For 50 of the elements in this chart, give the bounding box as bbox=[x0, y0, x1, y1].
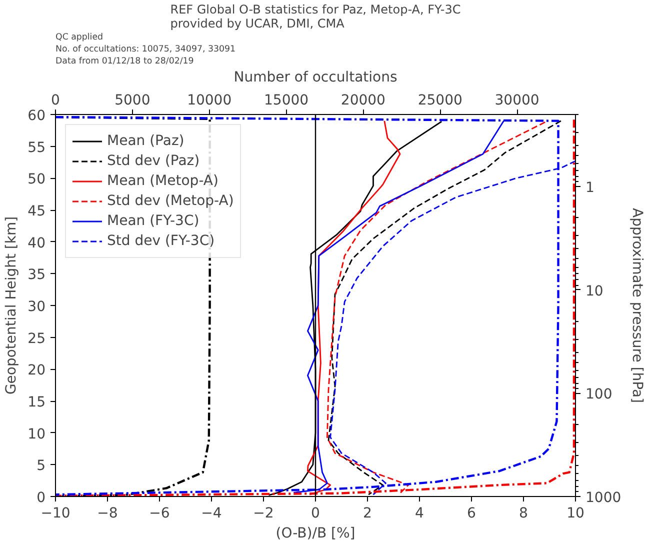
y-axis-title: Geopotential Height [km] bbox=[4, 216, 20, 395]
line-series bbox=[292, 120, 504, 494]
x2-tick-label: 0 bbox=[51, 92, 60, 108]
y-tick-label: 15 bbox=[28, 394, 46, 410]
x-tick-label: 10 bbox=[566, 506, 584, 522]
text: Data from 01/12/18 to 28/02/19 bbox=[56, 56, 194, 66]
y-tick-label: 60 bbox=[28, 108, 46, 124]
x-tick-label: 2 bbox=[363, 506, 372, 522]
y-tick-label: 35 bbox=[28, 267, 46, 284]
x-tick-label: −8 bbox=[97, 506, 118, 522]
legend-label: Mean (FY-3C) bbox=[107, 213, 200, 229]
y-tick-label: 40 bbox=[28, 235, 46, 252]
x2-tick-label: 10000 bbox=[187, 92, 232, 108]
x-tick-label: −10 bbox=[40, 506, 70, 522]
x2-tick-label: 20000 bbox=[340, 92, 386, 108]
chart-title: REF Global O-B statistics for Paz, Metop-A, FY-3C provided by UCAR, DMI, CMA bbox=[170, 2, 461, 30]
x-tick-label: 4 bbox=[415, 506, 424, 522]
x2-axis-title: Number of occultations bbox=[234, 70, 398, 86]
legend-label: Std dev (FY-3C) bbox=[107, 233, 215, 249]
y-tick-label: 20 bbox=[28, 362, 46, 379]
legend-label: Mean (Metop-A) bbox=[107, 173, 218, 189]
legend-label: Std dev (Metop-A) bbox=[107, 193, 234, 209]
x2-tick-label: 5000 bbox=[114, 92, 150, 108]
legend-label: Std dev (Paz) bbox=[107, 153, 200, 169]
y-tick-label: 55 bbox=[28, 140, 46, 156]
y2-tick-label: 10 bbox=[586, 283, 604, 300]
y-tick-label: 30 bbox=[28, 299, 46, 315]
x-axis-title: (O-B)/B [%] bbox=[276, 526, 356, 542]
y-tick-label: 50 bbox=[28, 172, 46, 188]
y-tick-label: 45 bbox=[28, 204, 46, 220]
x-tick-label: 6 bbox=[467, 506, 476, 522]
y2-axis-title: Approximate pressure [hPa] bbox=[629, 208, 646, 404]
x-tick-label: 8 bbox=[519, 506, 528, 522]
y2-tick-label: 1 bbox=[586, 180, 594, 196]
x-tick-label: −6 bbox=[149, 506, 170, 522]
x2-tick-label: 30000 bbox=[494, 92, 540, 108]
x2-tick-label: 25000 bbox=[418, 92, 462, 108]
y-tick-label: 10 bbox=[28, 426, 46, 442]
y-tick-label: 25 bbox=[28, 330, 46, 347]
text: No. of occultations: 10075, 34097, 33091 bbox=[56, 44, 236, 54]
y2-tick-label: 1000 bbox=[586, 490, 622, 506]
legend-label: Mean (Paz) bbox=[107, 133, 184, 149]
y2-tick-label: 100 bbox=[586, 386, 612, 403]
x2-tick-label: 15000 bbox=[264, 92, 309, 108]
y-tick-label: 0 bbox=[36, 490, 46, 506]
x-tick-label: −4 bbox=[201, 506, 222, 522]
x-tick-label: 0 bbox=[311, 506, 320, 522]
text: QC applied bbox=[56, 32, 104, 42]
x-tick-label: −2 bbox=[253, 506, 274, 522]
y-tick-label: 5 bbox=[36, 458, 46, 474]
